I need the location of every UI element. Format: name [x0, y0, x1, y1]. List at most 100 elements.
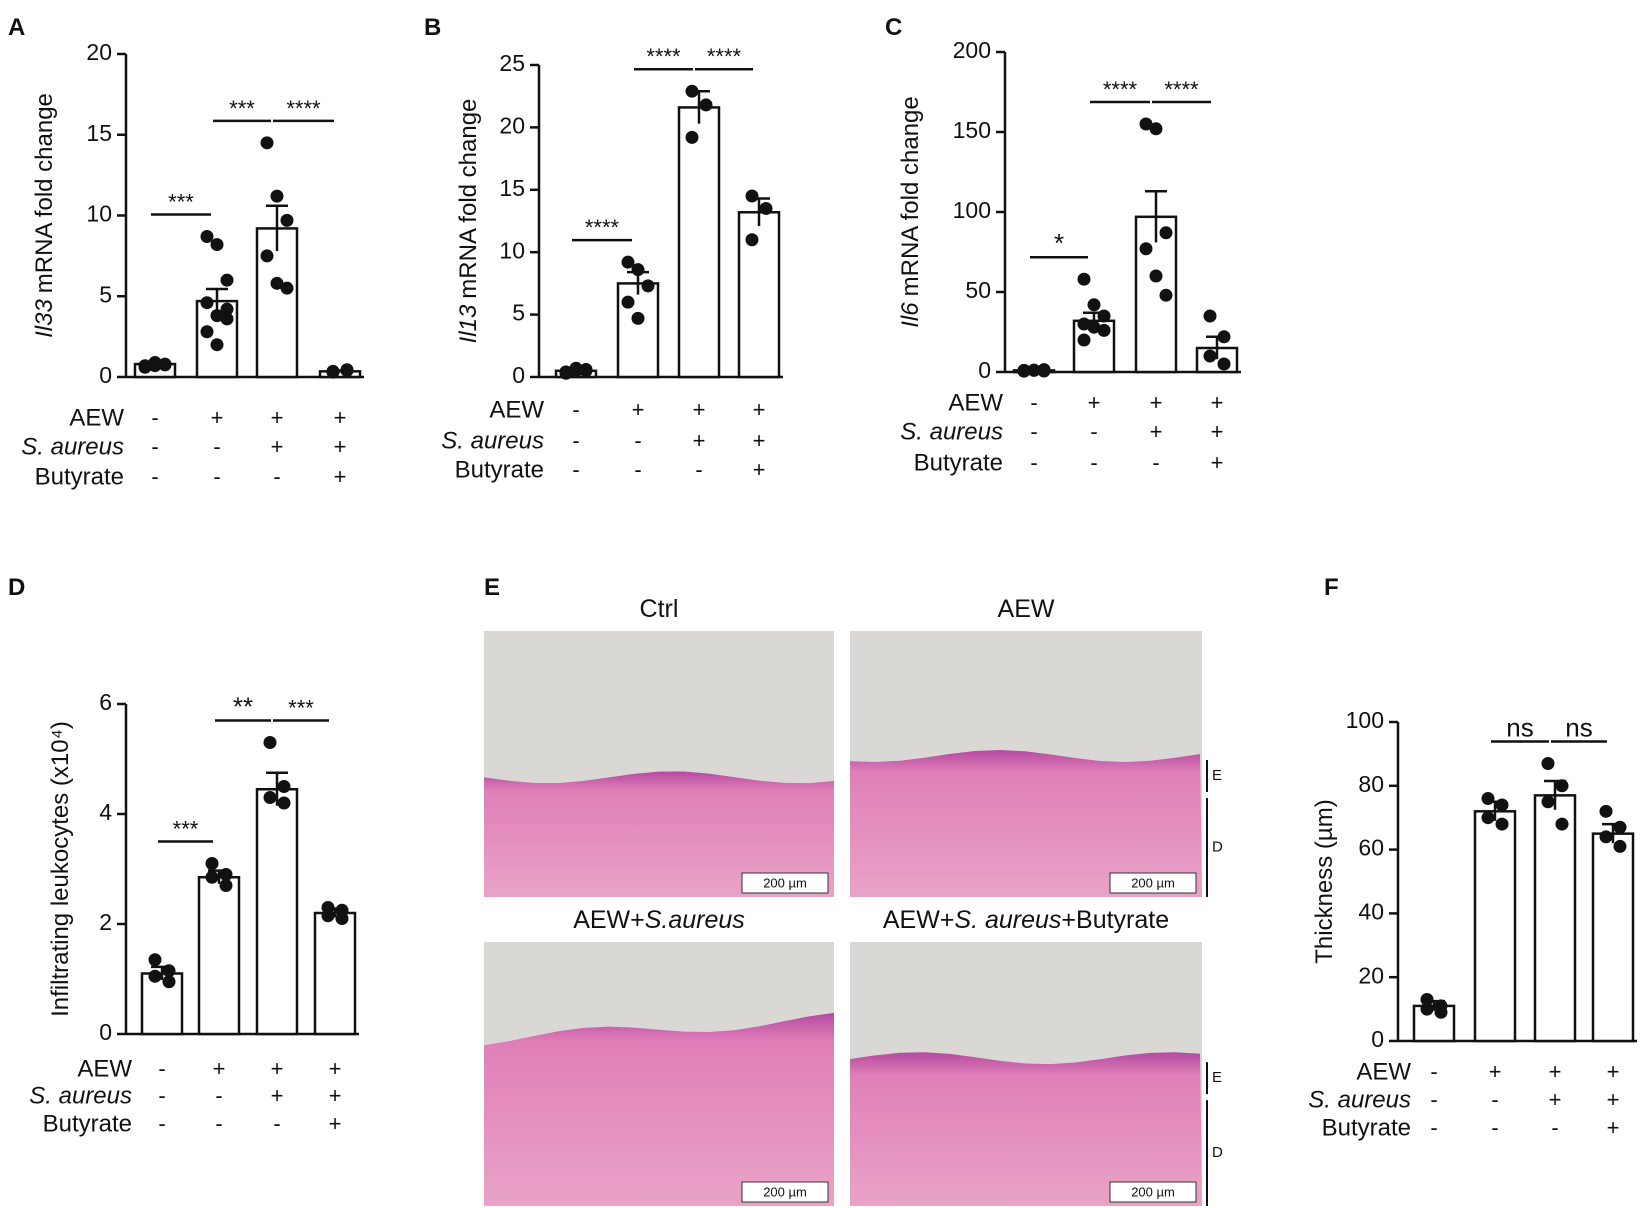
data-point	[340, 363, 354, 377]
significance-label: **	[233, 692, 253, 722]
data-point	[335, 912, 349, 925]
scale-bar-label: 200 µm	[1131, 1184, 1175, 1199]
y-axis-label: Il13 mRNA fold change	[455, 99, 482, 344]
condition-label: S. aureus	[21, 433, 124, 460]
condition-label: S. aureus	[900, 418, 1003, 445]
significance-label: ****	[585, 215, 620, 240]
data-point	[270, 189, 284, 203]
data-point	[219, 868, 233, 881]
y-axis-label-part: Thickness (µm)	[1311, 799, 1338, 964]
condition-sign: +	[1211, 450, 1224, 475]
condition-sign: -	[634, 428, 641, 453]
condition-label: S. aureus	[441, 427, 544, 454]
significance-label: ***	[288, 696, 314, 721]
bar	[197, 876, 241, 1036]
condition-sign: +	[1549, 1087, 1562, 1112]
panel-label: E	[484, 574, 500, 601]
condition-sign: -	[695, 457, 702, 482]
data-point	[1217, 330, 1231, 344]
condition-sign: -	[213, 464, 220, 489]
data-point	[210, 238, 224, 252]
data-point	[260, 249, 274, 263]
data-point	[1613, 839, 1627, 853]
significance-label: ****	[707, 44, 742, 69]
data-point	[1434, 1005, 1448, 1019]
data-point	[220, 273, 234, 287]
micrograph-title: Ctrl	[640, 595, 679, 623]
condition-sign: -	[151, 405, 158, 430]
y-tick-label: 0	[99, 362, 112, 388]
data-point	[263, 791, 277, 804]
bar	[737, 211, 781, 379]
data-point	[148, 969, 162, 983]
data-point	[280, 281, 294, 295]
condition-sign: -	[1090, 450, 1097, 475]
scale-bar-box	[741, 1181, 829, 1203]
condition-sign: +	[329, 1056, 342, 1081]
condition-sign: +	[1549, 1059, 1562, 1084]
data-point	[200, 296, 214, 310]
scale-bar-box	[1109, 872, 1197, 894]
micrograph-title-part: AEW+	[883, 906, 955, 934]
data-point	[745, 233, 759, 247]
condition-label: Butyrate	[914, 449, 1003, 476]
condition-label: Butyrate	[455, 456, 544, 483]
data-point	[685, 130, 699, 144]
condition-label: Butyrate	[1322, 1114, 1411, 1141]
data-point	[579, 364, 593, 378]
condition-sign: -	[1030, 450, 1037, 475]
significance-label: ns	[1565, 712, 1592, 742]
condition-sign: +	[693, 428, 706, 453]
data-point	[1027, 363, 1041, 377]
data-point	[148, 953, 162, 967]
y-tick-label: 15	[86, 120, 112, 146]
micrograph-title-part: S. aureus	[954, 906, 1061, 934]
data-point	[1087, 298, 1101, 312]
data-point	[699, 98, 713, 112]
y-tick-label: 0	[978, 357, 991, 383]
y-tick-label: 15	[499, 175, 525, 201]
significance-label: ****	[286, 96, 321, 121]
data-point	[263, 736, 277, 749]
tissue	[484, 771, 834, 897]
data-point	[162, 975, 176, 989]
data-point	[685, 84, 699, 98]
condition-sign: +	[334, 434, 347, 459]
data-point	[621, 255, 635, 269]
data-point	[205, 857, 219, 870]
y-tick-label: 80	[1358, 771, 1384, 797]
bar	[255, 788, 299, 1036]
data-point	[205, 870, 219, 884]
condition-sign: -	[1491, 1115, 1498, 1140]
condition-sign: +	[329, 1111, 342, 1136]
condition-sign: +	[1607, 1059, 1620, 1084]
y-axis-label: Thickness (µm)	[1311, 799, 1338, 964]
bar	[1412, 1004, 1456, 1043]
data-point	[569, 361, 583, 375]
layer-label: D	[1212, 838, 1223, 855]
bar	[1533, 794, 1577, 1043]
tissue	[850, 1052, 1202, 1206]
condition-sign: +	[632, 397, 645, 422]
data-point	[280, 213, 294, 227]
bar	[1473, 810, 1517, 1043]
layer-label: E	[1212, 1069, 1222, 1086]
condition-sign: +	[1607, 1087, 1620, 1112]
data-point	[1077, 333, 1091, 347]
tissue	[484, 1012, 834, 1206]
data-point	[621, 295, 635, 309]
data-point	[321, 909, 335, 923]
condition-label: AEW	[1356, 1058, 1411, 1085]
data-point	[1159, 288, 1173, 302]
bar	[313, 911, 357, 1036]
data-point	[1203, 349, 1217, 363]
data-point	[1203, 309, 1217, 323]
data-point	[1541, 756, 1555, 770]
y-tick-label: 0	[1371, 1026, 1384, 1052]
panel-label: B	[424, 14, 441, 41]
data-point	[158, 358, 172, 372]
condition-sign: -	[1030, 419, 1037, 444]
data-point	[220, 302, 234, 316]
data-point	[210, 309, 224, 323]
condition-label: S. aureus	[29, 1082, 132, 1109]
